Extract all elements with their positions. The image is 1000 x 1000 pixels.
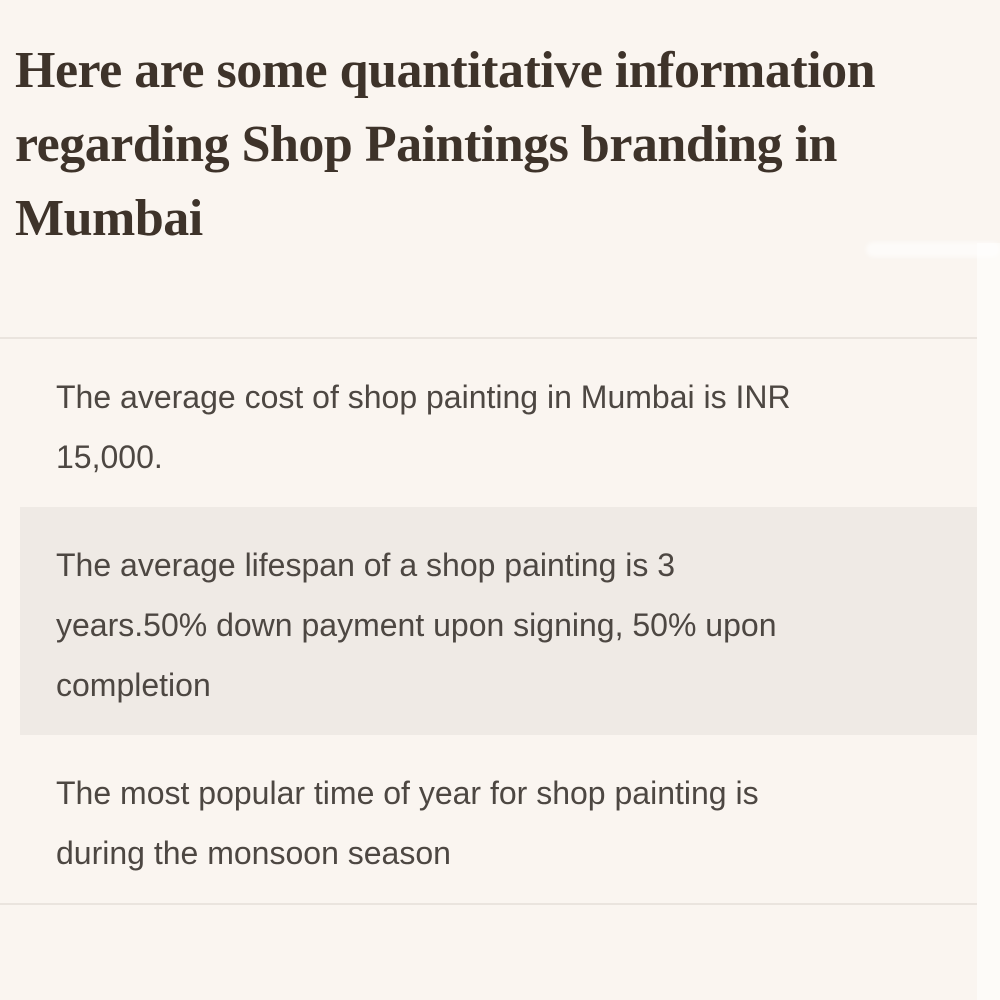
page-title-line: Here are some quantitative information [15, 42, 876, 99]
fact-text-line: The most popular time of year for shop p… [56, 775, 759, 811]
page-title-line: Mumbai [15, 190, 203, 247]
page-title: Here are some quantitative information r… [0, 0, 1000, 256]
fact-text-line: during the monsoon season [56, 835, 451, 871]
fact-text-line: years.50% down payment upon signing, 50%… [56, 607, 777, 643]
fact-text-line: 15,000. [56, 439, 163, 475]
fact-item-popular-season[interactable]: The most popular time of year for shop p… [0, 735, 977, 905]
facts-list: The average cost of shop painting in Mum… [0, 337, 977, 905]
white-streak-decoration [866, 242, 1000, 257]
fact-text-line: completion [56, 667, 211, 703]
fact-item-average-cost[interactable]: The average cost of shop painting in Mum… [0, 339, 977, 507]
right-edge-strip [977, 243, 1000, 1000]
fact-text-line: The average lifespan of a shop painting … [56, 547, 676, 583]
fact-item-lifespan-payment[interactable]: The average lifespan of a shop painting … [20, 507, 977, 735]
fact-text-line: The average cost of shop painting in Mum… [56, 379, 791, 415]
page-title-line: regarding Shop Paintings branding in [15, 116, 837, 173]
